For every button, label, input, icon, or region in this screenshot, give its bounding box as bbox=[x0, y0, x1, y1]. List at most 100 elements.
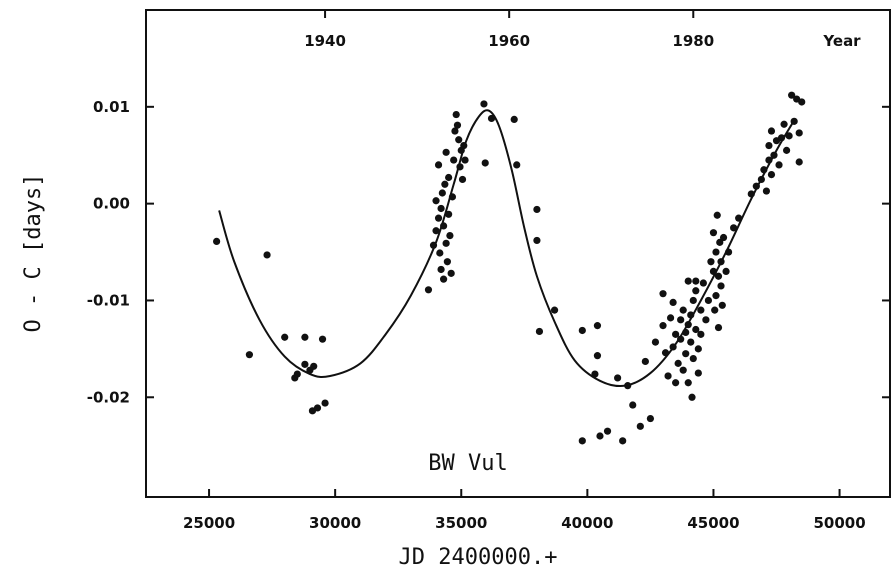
data-point bbox=[719, 233, 728, 242]
plot-frame bbox=[145, 9, 891, 498]
data-point bbox=[795, 158, 803, 166]
data-point bbox=[619, 437, 627, 445]
data-point bbox=[757, 175, 765, 184]
data-point bbox=[677, 335, 685, 343]
data-point bbox=[447, 269, 455, 277]
data-point bbox=[641, 357, 649, 366]
data-point bbox=[664, 372, 672, 380]
data-point bbox=[709, 229, 718, 237]
data-point bbox=[659, 290, 667, 298]
x-tick-label: 30000 bbox=[309, 514, 361, 532]
data-point bbox=[310, 362, 318, 370]
x-tick-label: 45000 bbox=[687, 514, 739, 532]
data-point bbox=[445, 173, 453, 182]
data-point bbox=[707, 258, 715, 266]
data-point bbox=[429, 241, 438, 249]
data-point bbox=[684, 277, 692, 285]
data-point bbox=[533, 205, 541, 214]
y-axis-title: O - C [days] bbox=[21, 174, 46, 333]
data-point bbox=[453, 121, 462, 129]
data-point bbox=[760, 166, 768, 174]
data-point bbox=[481, 159, 489, 167]
data-point bbox=[458, 175, 467, 184]
data-point bbox=[679, 306, 687, 314]
data-point bbox=[614, 374, 622, 382]
top-year-tick-label: 1940 bbox=[304, 32, 346, 50]
data-point bbox=[762, 187, 771, 195]
data-point bbox=[679, 366, 687, 374]
data-point bbox=[281, 333, 289, 341]
top-year-tick-label: 1960 bbox=[488, 32, 530, 50]
data-point bbox=[533, 236, 541, 245]
data-point bbox=[672, 379, 680, 387]
data-point bbox=[510, 115, 518, 124]
data-point bbox=[711, 306, 719, 314]
data-point bbox=[456, 163, 464, 171]
data-point bbox=[682, 350, 690, 358]
data-point bbox=[591, 370, 599, 378]
data-point bbox=[451, 127, 459, 135]
data-point bbox=[440, 275, 448, 283]
data-point bbox=[730, 224, 738, 232]
data-point bbox=[293, 370, 301, 378]
data-point bbox=[765, 156, 773, 164]
data-point bbox=[629, 401, 637, 409]
axis-ticks bbox=[146, 10, 890, 497]
data-point bbox=[424, 286, 433, 294]
y-tick-label: -0.02 bbox=[87, 388, 130, 406]
data-point bbox=[674, 359, 682, 367]
data-point bbox=[661, 349, 670, 357]
data-point bbox=[301, 333, 309, 341]
data-point bbox=[440, 222, 448, 230]
data-point bbox=[513, 161, 521, 169]
data-point bbox=[578, 326, 586, 335]
data-point bbox=[659, 322, 667, 330]
data-point bbox=[669, 343, 677, 351]
axis-tick-labels: 25000 30000 35000 40000 45000 50000 0.01 0.00 -0… bbox=[87, 32, 866, 532]
data-point bbox=[718, 301, 726, 309]
data-point bbox=[767, 127, 776, 135]
data-point bbox=[442, 239, 450, 247]
data-point bbox=[692, 277, 700, 285]
x-axis-title: JD 2400000.+ bbox=[399, 545, 558, 570]
data-point bbox=[712, 248, 720, 256]
data-point bbox=[666, 314, 675, 322]
y-tick-label: 0.01 bbox=[93, 98, 130, 116]
data-point bbox=[790, 117, 798, 125]
data-point bbox=[775, 161, 783, 169]
top-axis-label-year: Year bbox=[822, 32, 861, 50]
x-tick-label: 50000 bbox=[813, 514, 865, 532]
data-point bbox=[318, 335, 327, 343]
data-point bbox=[603, 427, 612, 435]
x-tick-label: 35000 bbox=[435, 514, 487, 532]
data-point bbox=[321, 399, 329, 407]
data-point bbox=[452, 110, 460, 119]
data-point bbox=[436, 249, 444, 257]
data-point bbox=[443, 258, 451, 266]
data-point bbox=[785, 132, 793, 140]
data-point bbox=[593, 322, 602, 330]
data-point bbox=[694, 369, 702, 377]
data-point bbox=[245, 351, 254, 359]
data-point bbox=[747, 190, 755, 198]
data-point bbox=[442, 148, 450, 156]
data-point bbox=[455, 136, 463, 144]
data-point bbox=[687, 311, 695, 319]
data-point bbox=[735, 214, 743, 222]
data-point bbox=[593, 352, 602, 360]
object-annotation: BW Vul bbox=[428, 451, 507, 476]
data-point bbox=[688, 393, 696, 401]
data-point bbox=[434, 214, 443, 222]
data-point bbox=[752, 182, 760, 190]
data-point bbox=[213, 237, 221, 245]
data-point bbox=[713, 211, 721, 219]
data-point bbox=[480, 100, 488, 108]
data-point bbox=[434, 161, 443, 169]
data-points bbox=[213, 91, 806, 445]
data-point bbox=[651, 338, 660, 346]
data-point bbox=[777, 134, 786, 142]
data-point bbox=[795, 129, 803, 137]
data-point bbox=[702, 316, 710, 324]
data-point bbox=[441, 180, 449, 188]
x-tick-label: 40000 bbox=[561, 514, 613, 532]
